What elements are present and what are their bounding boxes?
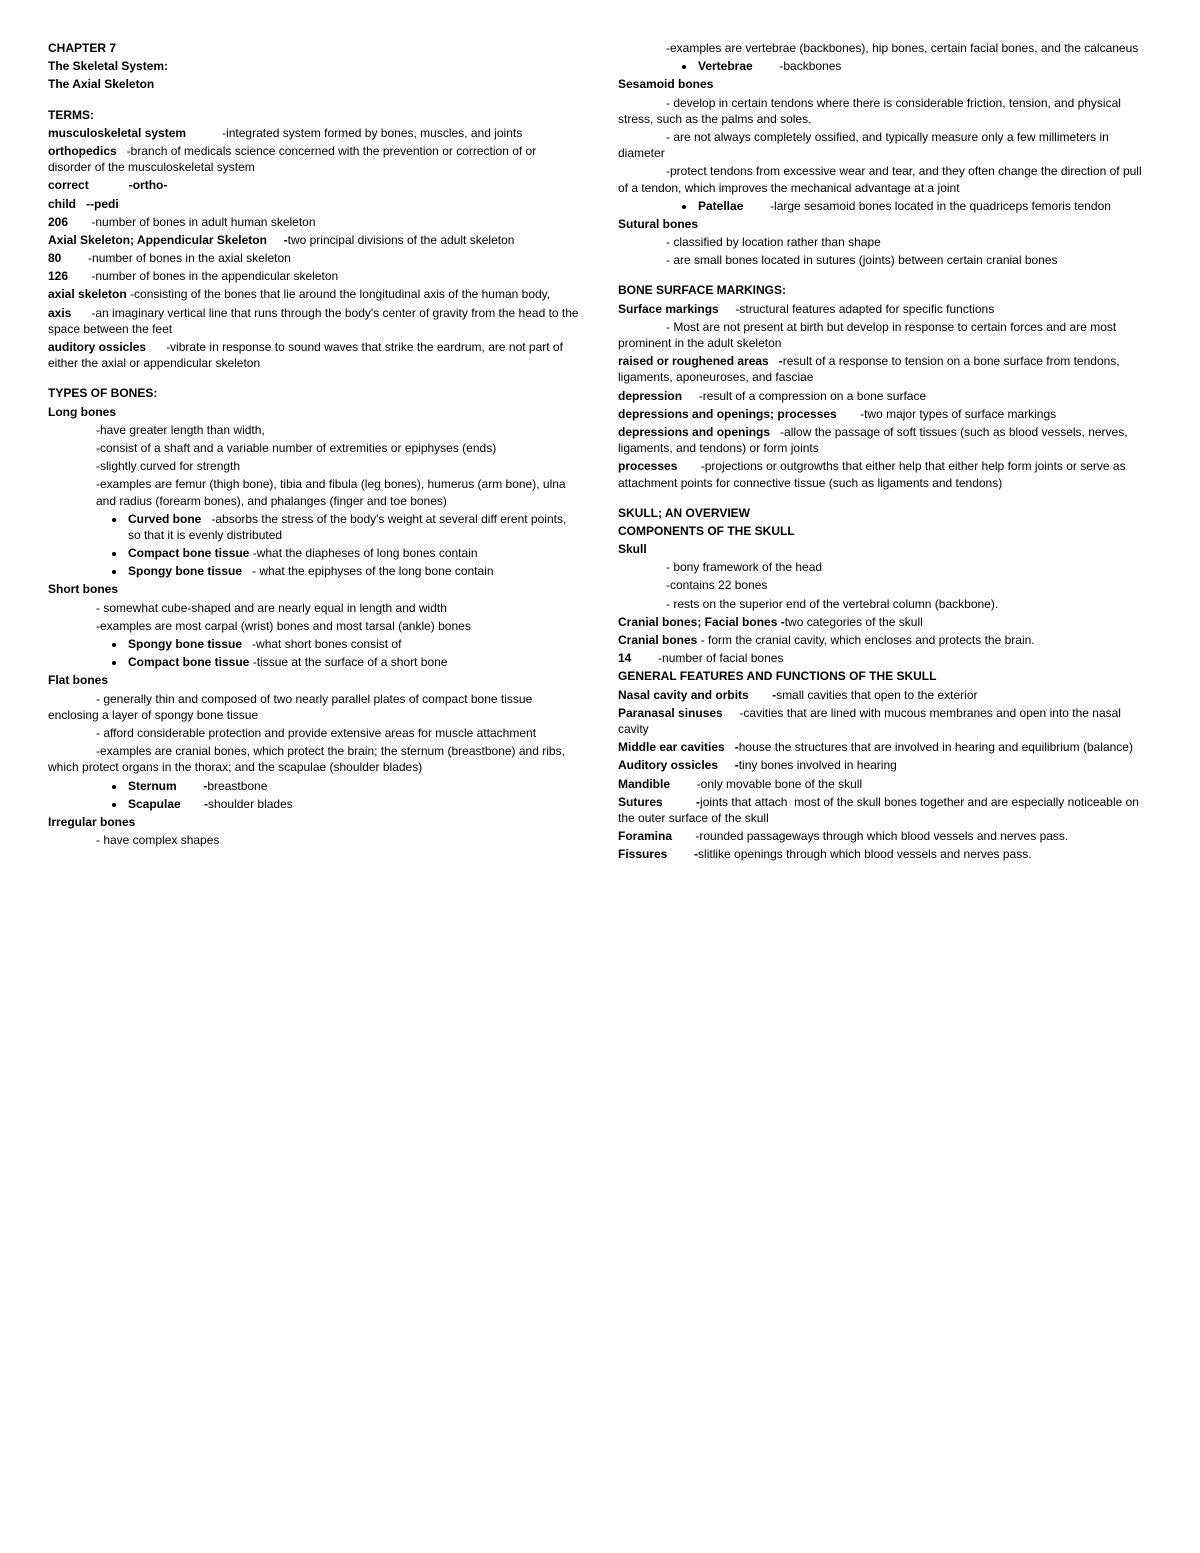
long-bullets: Curved bone -absorbs the stress of the b… bbox=[48, 511, 582, 580]
term-label: orthopedics bbox=[48, 144, 117, 158]
skull-s3: - rests on the superior end of the verte… bbox=[618, 596, 1152, 612]
title-line-2: The Axial Skeleton bbox=[48, 76, 582, 92]
short-bullets: Spongy bone tissue -what short bones con… bbox=[48, 636, 582, 670]
surface-markings-2: - Most are not present at birth but deve… bbox=[618, 319, 1152, 351]
term-label: auditory ossicles bbox=[48, 340, 146, 354]
long-l2: -consist of a shaft and a variable numbe… bbox=[48, 440, 582, 456]
term-musculoskeletal: musculoskeletal system -integrated system… bbox=[48, 125, 582, 141]
term-correct: correct -ortho- bbox=[48, 177, 582, 193]
n14: 14 -number of facial bones bbox=[618, 650, 1152, 666]
depression: depression -result of a compression on a… bbox=[618, 388, 1152, 404]
irregular-bones-title: Irregular bones bbox=[48, 814, 582, 830]
do: depressions and openings -allow the pass… bbox=[618, 424, 1152, 456]
long-b2: Compact bone tissue -what the diapheses … bbox=[126, 545, 582, 561]
term-206: 206 -number of bones in adult human skel… bbox=[48, 214, 582, 230]
term-def: -number of bones in adult human skeleton bbox=[91, 215, 315, 229]
surface-heading: BONE SURFACE MARKINGS: bbox=[618, 282, 1152, 298]
sutures: Sutures -joints that attach most of the … bbox=[618, 794, 1152, 826]
fissures: Fissures -slitlike openings through whic… bbox=[618, 846, 1152, 862]
irregular-b1: Vertebrae -backbones bbox=[696, 58, 1152, 74]
skull-h2: COMPONENTS OF THE SKULL bbox=[618, 523, 1152, 539]
term-label: 80 bbox=[48, 251, 61, 265]
term-label: 206 bbox=[48, 215, 68, 229]
term-axial-skeleton: axial skeleton -consisting of the bones … bbox=[48, 286, 582, 302]
sutural-l2: - are small bones located in sutures (jo… bbox=[618, 252, 1152, 268]
long-bones-title: Long bones bbox=[48, 404, 582, 420]
sesamoid-l1: - develop in certain tendons where there… bbox=[618, 95, 1152, 127]
skull-s1: - bony framework of the head bbox=[618, 559, 1152, 575]
term-label: correct bbox=[48, 178, 89, 192]
term-def: -integrated system formed by bones, musc… bbox=[222, 126, 522, 140]
sesamoid-l3: -protect tendons from excessive wear and… bbox=[618, 163, 1152, 195]
mandible: Mandible -only movable bone of the skull bbox=[618, 776, 1152, 792]
sesamoid-bones-title: Sesamoid bones bbox=[618, 76, 1152, 92]
long-b3: Spongy bone tissue - what the epiphyses … bbox=[126, 563, 582, 579]
term-def: --pedi bbox=[86, 197, 119, 211]
short-b2: Compact bone tissue -tissue at the surfa… bbox=[126, 654, 582, 670]
long-b1: Curved bone -absorbs the stress of the b… bbox=[126, 511, 582, 543]
term-def: -number of bones in the axial skeleton bbox=[88, 251, 291, 265]
term-axis: axis -an imaginary vertical line that ru… bbox=[48, 305, 582, 337]
flat-bones-title: Flat bones bbox=[48, 672, 582, 688]
terms-heading: TERMS: bbox=[48, 107, 582, 123]
foramina: Foramina -rounded passageways through wh… bbox=[618, 828, 1152, 844]
flat-l3: -examples are cranial bones, which prote… bbox=[48, 743, 582, 775]
flat-l2: - afford considerable protection and pro… bbox=[48, 725, 582, 741]
skull-h3: GENERAL FEATURES AND FUNCTIONS OF THE SK… bbox=[618, 668, 1152, 684]
term-child: child --pedi bbox=[48, 196, 582, 212]
term-def: -branch of medicals science concerned wi… bbox=[48, 144, 536, 174]
processes: processes -projections or outgrowths tha… bbox=[618, 458, 1152, 490]
skull-title: Skull bbox=[618, 541, 1152, 557]
sesamoid-b1: Patellae -large sesamoid bones located i… bbox=[696, 198, 1152, 214]
term-label: musculoskeletal system bbox=[48, 126, 186, 140]
skull-h1: SKULL; AN OVERVIEW bbox=[618, 505, 1152, 521]
sesamoid-bullets: Patellae -large sesamoid bones located i… bbox=[618, 198, 1152, 214]
paranasal: Paranasal sinuses -cavities that are lin… bbox=[618, 705, 1152, 737]
term-label: 126 bbox=[48, 269, 68, 283]
short-b1: Spongy bone tissue -what short bones con… bbox=[126, 636, 582, 652]
term-def: -consisting of the bones that lie around… bbox=[130, 287, 550, 301]
chapter-line: CHAPTER 7 bbox=[48, 40, 582, 56]
long-l3: -slightly curved for strength bbox=[48, 458, 582, 474]
short-l2: -examples are most carpal (wrist) bones … bbox=[48, 618, 582, 634]
long-l4: -examples are femur (thigh bone), tibia … bbox=[48, 476, 582, 508]
term-orthopedics: orthopedics -branch of medicals science … bbox=[48, 143, 582, 175]
short-bones-title: Short bones bbox=[48, 581, 582, 597]
auditory2: Auditory ossicles -tiny bones involved i… bbox=[618, 757, 1152, 773]
term-label: axial skeleton bbox=[48, 287, 127, 301]
short-l1: - somewhat cube-shaped and are nearly eq… bbox=[48, 600, 582, 616]
middleear: Middle ear cavities -house the structure… bbox=[618, 739, 1152, 755]
term-label: child bbox=[48, 197, 76, 211]
types-heading: TYPES OF BONES: bbox=[48, 385, 582, 401]
term-def: -ortho- bbox=[129, 178, 168, 192]
skull-s2: -contains 22 bones bbox=[618, 577, 1152, 593]
document-body: CHAPTER 7 The Skeletal System: The Axial… bbox=[48, 40, 1152, 862]
sutural-l1: - classified by location rather than sha… bbox=[618, 234, 1152, 250]
flat-b2: Scapulae -shoulder blades bbox=[126, 796, 582, 812]
nasal: Nasal cavity and orbits -small cavities … bbox=[618, 687, 1152, 703]
term-126: 126 -number of bones in the appendicular… bbox=[48, 268, 582, 284]
irregular-l2: -examples are vertebrae (backbones), hip… bbox=[618, 40, 1152, 56]
flat-bullets: Sternum -breastbone Scapulae -shoulder b… bbox=[48, 778, 582, 812]
term-label: axis bbox=[48, 306, 71, 320]
raised: raised or roughened areas -result of a r… bbox=[618, 353, 1152, 385]
cranfac: Cranial bones; Facial bones -two categor… bbox=[618, 614, 1152, 630]
sesamoid-l2: - are not always completely ossified, an… bbox=[618, 129, 1152, 161]
term-label: Axial Skeleton; Appendicular Skeleton bbox=[48, 233, 267, 247]
sutural-bones-title: Sutural bones bbox=[618, 216, 1152, 232]
term-auditory: auditory ossicles -vibrate in response t… bbox=[48, 339, 582, 371]
surface-markings: Surface markings -structural features ad… bbox=[618, 301, 1152, 317]
flat-b1: Sternum -breastbone bbox=[126, 778, 582, 794]
term-def: -number of bones in the appendicular ske… bbox=[91, 269, 338, 283]
term-divisions: Axial Skeleton; Appendicular Skeleton --… bbox=[48, 232, 582, 248]
flat-l1: - generally thin and composed of two nea… bbox=[48, 691, 582, 723]
irregular-l1: - have complex shapes bbox=[48, 832, 582, 848]
term-80: 80 -number of bones in the axial skeleto… bbox=[48, 250, 582, 266]
do-proc: depressions and openings; processes -two… bbox=[618, 406, 1152, 422]
term-def: -an imaginary vertical line that runs th… bbox=[48, 306, 579, 336]
cranial: Cranial bones - form the cranial cavity,… bbox=[618, 632, 1152, 648]
title-line-1: The Skeletal System: bbox=[48, 58, 582, 74]
long-l1: -have greater length than width, bbox=[48, 422, 582, 438]
irregular-bullets: Vertebrae -backbones bbox=[618, 58, 1152, 74]
